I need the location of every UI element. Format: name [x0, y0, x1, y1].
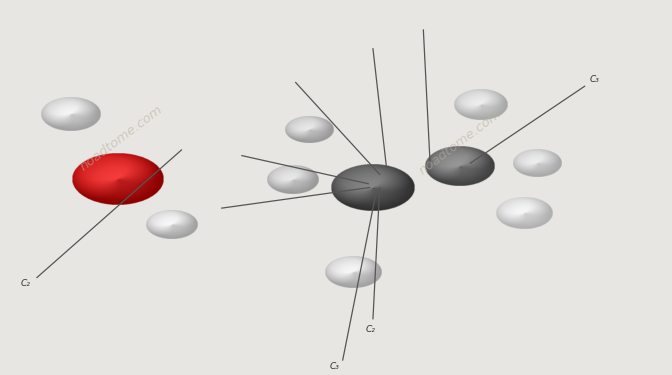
Text: noadtome.com: noadtome.com: [417, 107, 504, 177]
Text: C₂: C₂: [366, 326, 376, 334]
Text: noadtome.com: noadtome.com: [77, 103, 165, 174]
Text: C₃: C₃: [330, 362, 339, 371]
Text: C₃: C₃: [590, 75, 599, 84]
Text: C₂: C₂: [21, 279, 30, 288]
